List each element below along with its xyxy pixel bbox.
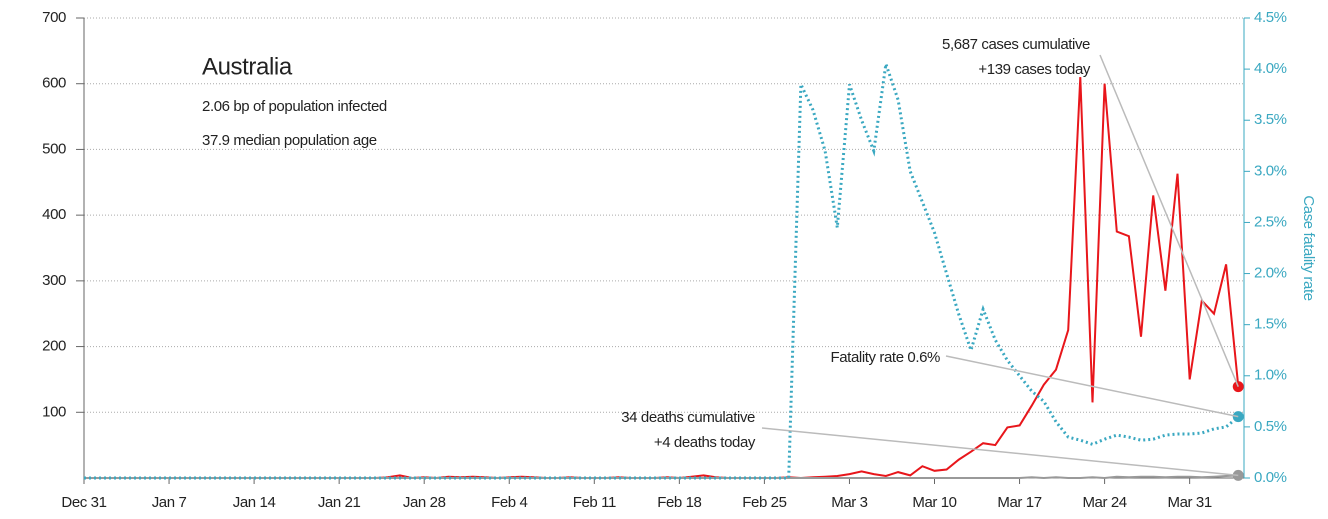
- y2-tick-label: 3.0%: [1254, 162, 1287, 179]
- leader-line: [761, 427, 1239, 477]
- leader-line: [945, 355, 1239, 418]
- annotation: +4 deaths today: [654, 434, 756, 451]
- y-tick-label: 200: [42, 338, 66, 355]
- x-tick-label: Jan 7: [152, 494, 187, 511]
- subtitle: 37.9 median population age: [202, 132, 377, 149]
- x-tick-label: Mar 17: [997, 494, 1041, 511]
- x-tick-label: Dec 31: [61, 494, 106, 511]
- x-tick-label: Mar 3: [831, 494, 867, 511]
- x-tick-label: Mar 24: [1082, 494, 1126, 511]
- y-tick-label: 400: [42, 206, 66, 223]
- y-tick-label: 300: [42, 272, 66, 289]
- y2-tick-label: 3.5%: [1254, 111, 1287, 128]
- y-tick-label: 100: [42, 403, 66, 420]
- y2-tick-label: 4.0%: [1254, 60, 1287, 77]
- annotation: 34 deaths cumulative: [621, 409, 755, 426]
- y2-tick-label: 1.5%: [1254, 316, 1287, 333]
- x-tick-label: Mar 31: [1168, 494, 1212, 511]
- x-tick-label: Mar 10: [912, 494, 956, 511]
- y2-tick-label: 0.5%: [1254, 418, 1287, 435]
- x-tick-label: Jan 14: [233, 494, 276, 511]
- subtitle: 2.06 bp of population infected: [202, 98, 387, 115]
- annotation: Fatality rate 0.6%: [830, 349, 940, 366]
- x-tick-label: Feb 11: [573, 494, 616, 511]
- y2-tick-label: 2.5%: [1254, 213, 1287, 230]
- x-tick-label: Feb 25: [742, 494, 786, 511]
- annotation: +139 cases today: [978, 61, 1091, 78]
- x-tick-label: Feb 4: [491, 494, 527, 511]
- x-tick-label: Feb 18: [657, 494, 701, 511]
- leader-line: [1099, 54, 1239, 387]
- y2-axis-label: Case fatality rate: [1300, 195, 1317, 300]
- y-tick-label: 500: [42, 140, 66, 157]
- x-tick-label: Jan 28: [403, 494, 446, 511]
- series-line: [84, 474, 1239, 480]
- y-tick-label: 600: [42, 75, 66, 92]
- y2-tick-label: 4.5%: [1254, 9, 1287, 26]
- annotation: 5,687 cases cumulative: [942, 36, 1090, 53]
- x-tick-label: Jan 21: [318, 494, 361, 511]
- y2-tick-label: 2.0%: [1254, 265, 1287, 282]
- y2-tick-label: 1.0%: [1254, 367, 1287, 384]
- y-tick-label: 700: [42, 9, 66, 26]
- chart-title: Australia: [202, 53, 293, 80]
- y2-tick-label: 0.0%: [1254, 469, 1287, 486]
